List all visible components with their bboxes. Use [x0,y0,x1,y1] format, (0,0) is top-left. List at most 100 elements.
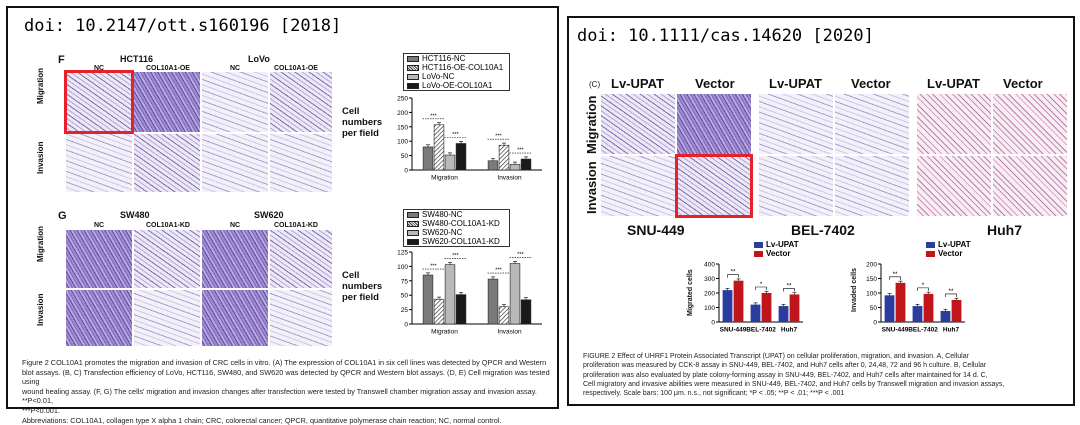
micrograph-f-7 [202,134,268,192]
part-g-cell-1: SW480 [120,210,150,220]
part-f-col-3: NC [230,65,241,72]
y-tick-label: 400 [704,262,715,269]
cell-line-1: SNU-449 [627,222,685,238]
x-tick-label: Migration [431,329,458,336]
y-tick-label: 0 [711,320,715,327]
part-g-col-2: COL10A1-KD [146,222,190,229]
legend-c-left: Lv-UPAT Vector [751,240,799,258]
col-label-6: Vector [1003,76,1043,91]
caption-line: blot assays. (B, C) Transfection efficie… [22,367,550,387]
y-tick-label: 300 [704,276,715,283]
bar [455,294,467,325]
bar [789,294,800,322]
bar [750,304,761,322]
bar [722,290,733,322]
legend-c-right: Lv-UPAT Vector [923,240,971,258]
significance-marker: *** [495,268,502,274]
bar [733,280,744,322]
y-tick-label: 200 [866,262,877,269]
micrograph-g-5 [66,290,132,346]
bar [498,306,510,325]
y-tick-label: 125 [397,250,408,257]
y-tick-label: 0 [873,320,877,327]
bar [912,306,923,322]
y-tick-label: 100 [397,139,408,146]
x-tick-label: BEL-7402 [908,327,938,334]
y-label-migrated: Migrated cells [687,269,694,316]
bar [487,160,499,171]
left-doi: doi: 10.2147/ott.s160196 [2018] [24,16,342,36]
significance-marker: *** [452,253,459,259]
legend-swatch [926,241,935,248]
legend-swatch [407,238,419,245]
part-f-cell-1: HCT116 [120,54,154,64]
bar [884,295,895,322]
legend-swatch [407,220,419,227]
micrograph-f-8 [270,134,332,192]
significance-marker: *** [452,132,459,138]
micrograph-c-9 [759,156,833,216]
micrograph-f-1 [66,72,132,132]
bar [509,263,521,325]
bar [433,298,445,325]
y-label-f: Cell numbers per field [342,106,383,139]
part-g-row-2: Invasion [36,293,45,326]
caption-line: respectively. Scale bars: 100 μm. n.s., … [583,390,845,398]
bar [520,158,532,171]
micrograph-c-2 [677,94,751,154]
chart-f: 0 50 100 150 200 250 Migration *** *** Invasion **… [397,96,542,182]
col-label-4: Vector [851,76,891,91]
caption-line: ***P<0.001. [22,405,60,415]
left-caption: Figure 2 COL10A1 promotes the migration … [22,358,552,425]
micrograph-g-8 [270,290,332,346]
legend-swatch [407,73,419,80]
bar [422,146,434,171]
y-tick-label: 250 [397,96,408,103]
micrograph-c-12 [993,156,1067,216]
right-caption: FIGURE 2 Effect of UHRF1 Protein Associa… [583,352,1071,398]
part-f-row-1: Migration [36,68,45,104]
legend-swatch [754,250,763,257]
bar [444,154,456,171]
y-tick-label: 200 [397,110,408,117]
y-tick-label: 100 [397,264,408,271]
x-tick-label: Invasion [497,175,522,182]
x-tick-label: SNU-449 [720,327,747,334]
highlight-box [64,70,134,134]
part-c-letter: (C) [589,80,601,89]
y-tick-label: 75 [401,278,409,285]
col-label-1: Lv-UPAT [611,76,664,91]
x-tick-label: SNU-449 [882,327,909,334]
legend-g: SW480-NC SW480-COL10A1-KD SW620-NC SW620… [403,209,510,247]
y-tick-label: 0 [404,168,408,175]
micrograph-f-5 [66,134,132,192]
caption-line: FIGURE 2 Effect of UHRF1 Protein Associa… [583,353,969,360]
micrograph-g-1 [66,230,132,288]
micrograph-f-4 [270,72,332,132]
part-f-col-2: COL10A1-OE [146,65,190,72]
legend-f: HCT116-NC HCT116-OE-COL10A1 LoVo-NC LoVo… [403,53,510,91]
significance-marker: *** [517,252,524,258]
chart-migrated: 0 100 200 300 400 SNU-449 ** BEL-7402 * Huh7 ** [704,262,803,334]
legend-label: HCT116-NC [422,54,466,63]
left-figure-panel: doi: 10.2147/ott.s160196 [2018] F HCT116… [6,6,559,425]
significance-bracket [945,293,957,297]
micrograph-g-2 [134,230,200,288]
part-g-row-1: Migration [36,226,45,262]
significance-marker: ** [892,271,898,278]
y-tick-label: 100 [704,305,715,312]
x-tick-label: Huh7 [943,327,960,334]
significance-bracket [889,276,901,280]
legend-swatch [926,250,935,257]
caption-line: proliferation was measured by CCK-8 assa… [583,362,987,370]
y-tick-label: 100 [866,291,877,298]
x-tick-label: Invasion [497,329,522,336]
y-tick-label: 25 [401,307,409,314]
chart-invaded: 0 50 100 150 200 SNU-449 ** BEL-7402 * Huh7 ** [866,262,965,334]
y-tick-label: 200 [704,291,715,298]
legend-swatch [407,211,419,218]
y-tick-label: 150 [397,124,408,131]
part-f-cell-2: LoVo [248,54,270,64]
caption-line: Figure 2 COL10A1 promotes the migration … [22,358,547,367]
legend-swatch [754,241,763,248]
